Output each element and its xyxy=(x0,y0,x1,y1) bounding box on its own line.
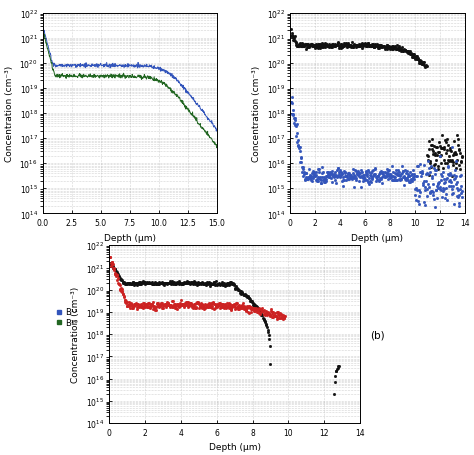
Legend: B¹¹, B¹⁰: B¹¹, B¹⁰ xyxy=(55,306,79,329)
X-axis label: Depth (μm): Depth (μm) xyxy=(209,443,261,451)
Text: (a): (a) xyxy=(123,330,137,340)
X-axis label: Depth (μm): Depth (μm) xyxy=(351,233,403,242)
Y-axis label: Concentration (cm⁻³): Concentration (cm⁻³) xyxy=(5,66,14,162)
Y-axis label: Concentration (cm⁻³): Concentration (cm⁻³) xyxy=(253,66,262,162)
Y-axis label: Concentration (cm⁻³): Concentration (cm⁻³) xyxy=(71,286,80,383)
Text: (b): (b) xyxy=(370,330,385,340)
X-axis label: Depth (μm): Depth (μm) xyxy=(104,233,156,242)
Legend: Al, B¹¹: Al, B¹¹ xyxy=(303,306,327,329)
